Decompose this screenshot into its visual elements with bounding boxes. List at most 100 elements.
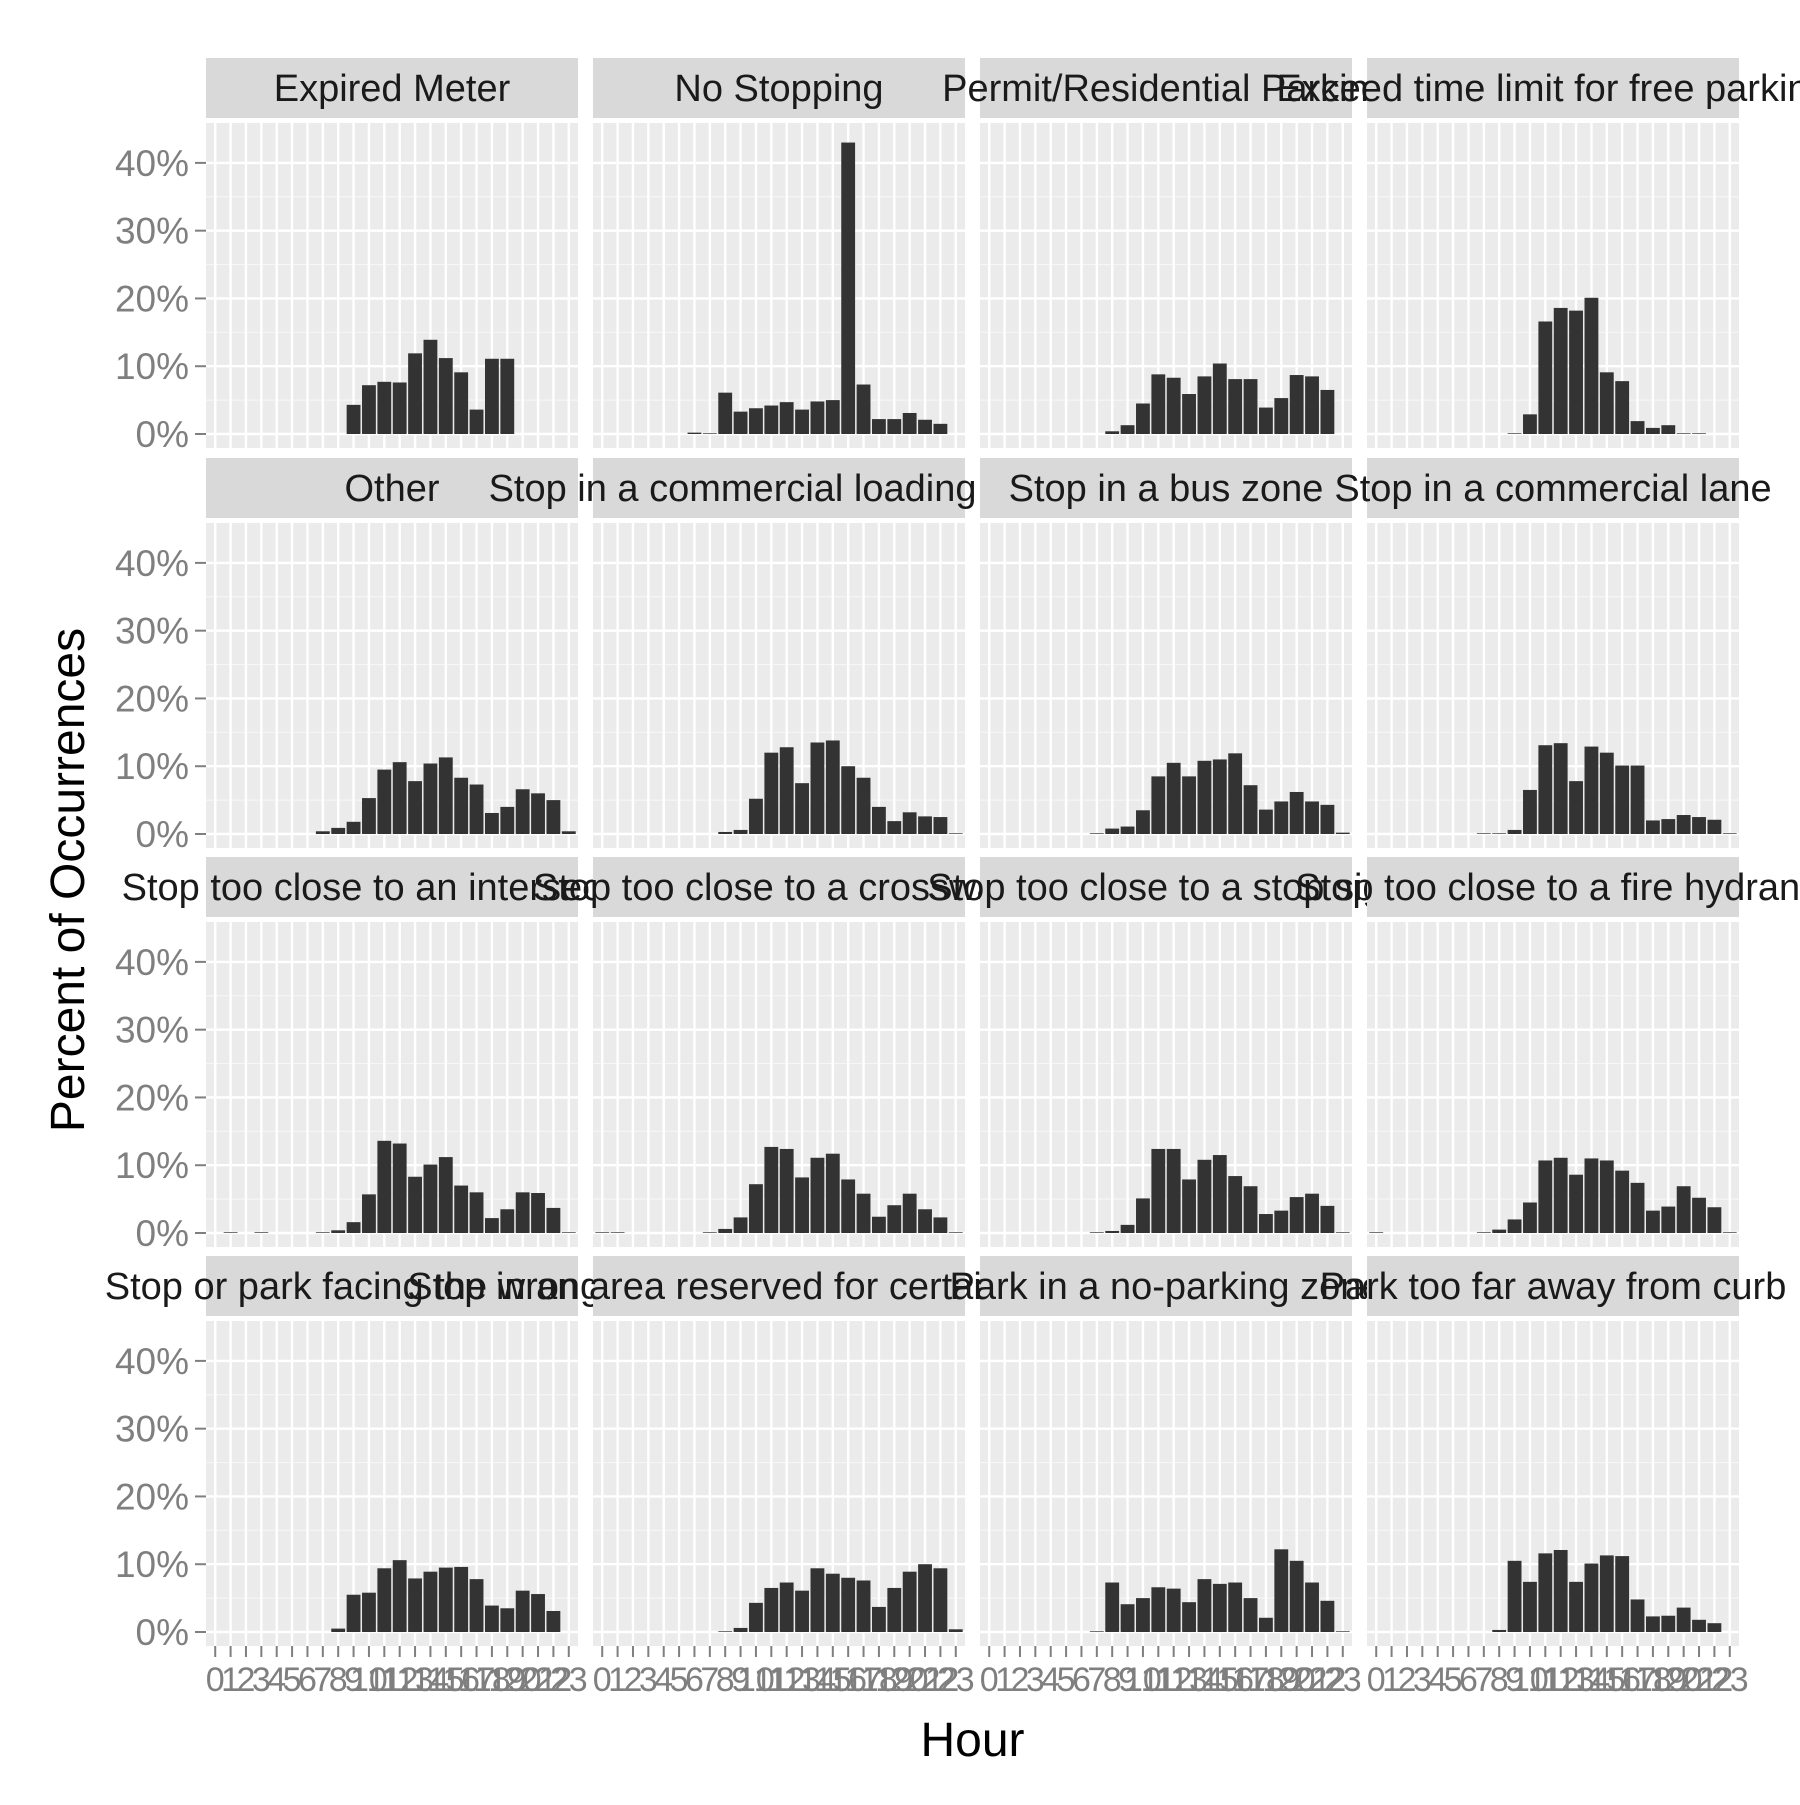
facet-label: Permit/Residential Parking — [942, 68, 1390, 110]
x-tick-label: 15 — [427, 1661, 465, 1699]
bar — [485, 358, 499, 434]
bar — [515, 1192, 530, 1233]
bar — [718, 831, 733, 834]
x-tick-label: 16 — [1603, 1661, 1641, 1699]
bar — [1212, 363, 1227, 434]
x-tick-label: 6 — [1072, 1661, 1091, 1699]
bar — [948, 833, 963, 834]
bar — [1182, 1179, 1196, 1233]
y-tick-label: 0% — [136, 814, 189, 855]
bar — [377, 769, 392, 834]
bar — [841, 1577, 856, 1632]
x-tick-label: 20 — [504, 1661, 542, 1699]
bar — [1305, 1582, 1319, 1632]
bar — [902, 1571, 917, 1632]
x-tick-label: 14 — [799, 1661, 837, 1699]
x-tick-label: 9 — [1505, 1661, 1524, 1699]
bar — [1335, 1232, 1350, 1233]
bar — [469, 1579, 484, 1632]
x-tick-label: 3 — [1413, 1661, 1432, 1699]
y-tick-label: 40% — [115, 143, 189, 184]
bar — [561, 1232, 576, 1233]
facet-label: Stop too close to a fire hydrant — [1295, 867, 1800, 909]
bar — [810, 742, 825, 834]
x-tick-label: 10 — [1124, 1661, 1162, 1699]
bar — [702, 433, 717, 434]
bar — [1166, 1148, 1181, 1233]
bar — [1569, 310, 1583, 434]
bar — [733, 1217, 748, 1233]
bar — [918, 419, 932, 434]
x-tick-label: 7 — [1087, 1661, 1106, 1699]
bar — [1305, 1193, 1319, 1233]
bar — [1646, 1616, 1660, 1632]
bar — [438, 1157, 453, 1233]
bar — [1676, 433, 1691, 434]
bar — [1274, 1210, 1289, 1233]
bar — [1553, 743, 1568, 834]
facet-label: Other — [344, 468, 439, 510]
facet-label: Stop in a bus zone — [1009, 468, 1324, 510]
bar — [1553, 307, 1568, 434]
x-tick-label: 13 — [1557, 1661, 1595, 1699]
bar — [1289, 375, 1304, 434]
facet-label: Stop too close to an intersection — [122, 867, 663, 909]
bar — [1507, 1219, 1522, 1233]
x-tick-label: 19 — [875, 1661, 913, 1699]
x-tick-label: 4 — [1041, 1661, 1060, 1699]
bar — [1320, 1600, 1335, 1632]
facet-label: Park too far away from curb — [1320, 1266, 1787, 1308]
x-tick-label: 10 — [1511, 1661, 1549, 1699]
bar — [377, 1140, 392, 1233]
facet-label: Stop too close to a stop sign — [927, 867, 1404, 909]
x-tick-label: 8 — [716, 1661, 735, 1699]
bar — [1259, 1617, 1273, 1632]
facet-strip — [1367, 58, 1739, 118]
bar — [1212, 759, 1227, 834]
bar — [1166, 762, 1181, 834]
bar — [1228, 753, 1243, 834]
x-tick-label: 4 — [267, 1661, 286, 1699]
bar — [331, 827, 346, 834]
x-tick-label: 20 — [1665, 1661, 1703, 1699]
facet-panel — [1367, 1321, 1739, 1646]
x-tick-label: 21 — [519, 1661, 557, 1699]
bar — [1105, 1582, 1120, 1632]
bar — [485, 812, 499, 834]
bar — [469, 784, 484, 834]
bar — [392, 762, 407, 834]
bar — [377, 1568, 392, 1632]
x-tick-label: 6 — [298, 1661, 317, 1699]
bar — [515, 1590, 530, 1632]
y-tick-label: 10% — [115, 346, 189, 387]
bar — [1538, 321, 1553, 434]
x-tick-label: 1 — [995, 1661, 1014, 1699]
bar — [1492, 1229, 1507, 1233]
bar — [1305, 376, 1319, 434]
x-tick-label: 18 — [1634, 1661, 1672, 1699]
bar — [749, 1184, 763, 1233]
x-tick-label: 10 — [350, 1661, 388, 1699]
bar — [1584, 1158, 1599, 1233]
bar — [1630, 1599, 1645, 1632]
bar — [1136, 1198, 1150, 1233]
x-tick-label: 0 — [980, 1661, 999, 1699]
x-tick-label: 11 — [367, 1661, 402, 1699]
y-tick-label: 10% — [115, 1544, 189, 1585]
facet-label: Stop or park facing the wrong way — [105, 1266, 680, 1308]
bar — [1538, 745, 1553, 834]
bar — [1289, 791, 1304, 834]
bar — [500, 1209, 515, 1233]
x-tick-label: 1 — [608, 1661, 627, 1699]
x-tick-label: 14 — [1186, 1661, 1224, 1699]
x-tick-label: 17 — [458, 1661, 496, 1699]
bar — [1151, 374, 1166, 434]
x-tick-label: 8 — [329, 1661, 348, 1699]
bar — [1089, 1631, 1104, 1632]
bar — [779, 1582, 794, 1632]
x-tick-label: 13 — [783, 1661, 821, 1699]
bar — [346, 1594, 361, 1632]
bar — [346, 821, 361, 834]
bar — [1151, 1148, 1166, 1233]
